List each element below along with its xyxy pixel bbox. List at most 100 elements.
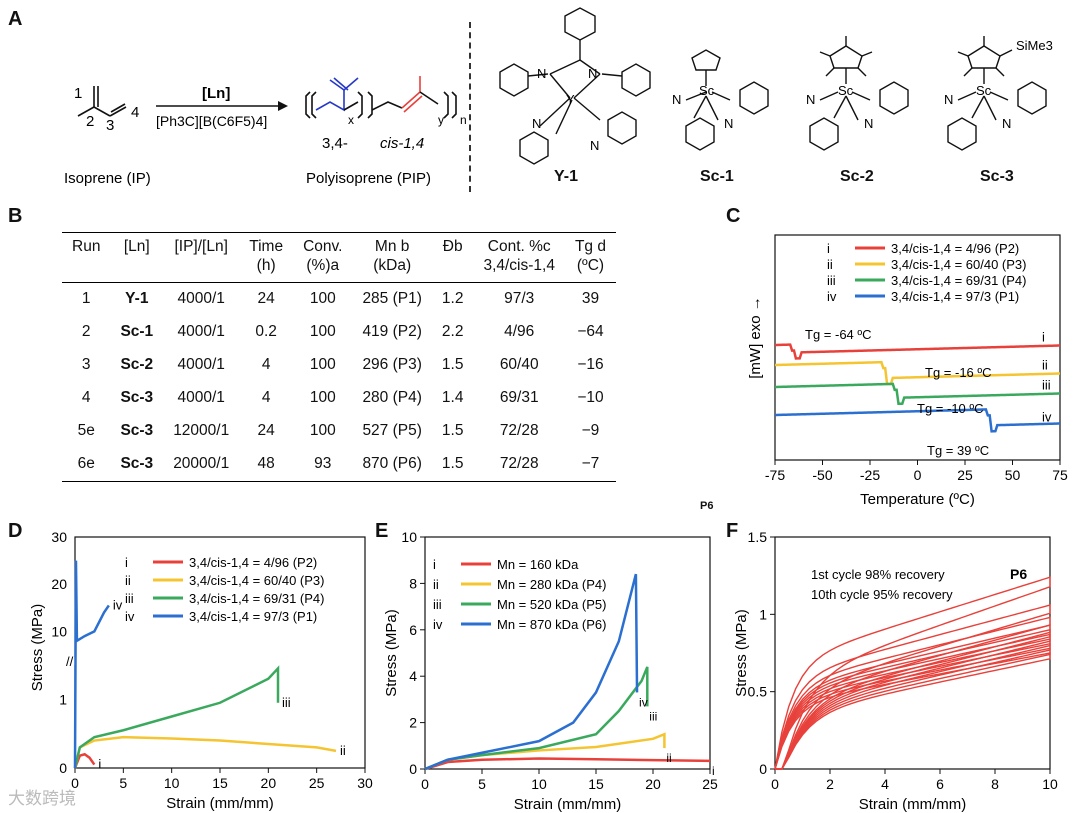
- x-tick-label: 5: [478, 776, 486, 792]
- col-ratio: [IP]/[Ln]: [163, 232, 240, 283]
- curve-label: ii: [666, 751, 671, 765]
- y-tick-label: 2: [409, 715, 417, 731]
- x-tick-label: 15: [212, 775, 228, 791]
- table-cell: 24: [257, 422, 275, 440]
- legend-label: Mn = 520 kDa (P5): [497, 597, 606, 612]
- table-cell: 4: [261, 389, 271, 407]
- monomer-num-4: 4: [131, 104, 139, 121]
- atom-n-sc2a: N: [806, 92, 815, 107]
- atom-sc-2: Sc: [838, 83, 854, 98]
- x-tick-label: 0: [914, 467, 922, 483]
- table-cell: 419 (P2): [362, 323, 422, 341]
- table-cell: Sc-2: [120, 356, 154, 374]
- table-row: 6e Sc-3 20000/1 48 93 870 (P6) 1.5 72/28 −7: [62, 447, 616, 482]
- legend-label: 3,4/cis-1,4 = 60/40 (P3): [189, 573, 325, 588]
- table-cell: 93: [293, 447, 353, 482]
- complex-label-sc3: Sc-3: [980, 168, 1014, 185]
- stress-curve: [424, 666, 649, 771]
- table-cell: 100: [309, 323, 336, 341]
- table-cell: 4000/1: [177, 356, 225, 374]
- curve-label: ii: [340, 743, 346, 758]
- table-cell: 100: [309, 389, 336, 407]
- cycle-curve: [774, 652, 1051, 770]
- table-body: 1 Y-1 4000/1 24 100 285 (P1) 1.2 97/3 39 2 Sc-1 400…: [62, 282, 616, 482]
- x-tick-label: 25: [702, 776, 718, 792]
- tg-annotation: Tg = -16 ºC: [925, 365, 992, 380]
- table-cell: 6e: [62, 447, 111, 482]
- table-cell: Sc-3: [120, 422, 154, 440]
- legend-label: Mn = 280 kDa (P4): [497, 577, 606, 592]
- x-tick-label: 0: [771, 776, 779, 792]
- legend-key: i: [125, 555, 128, 570]
- atom-n-y1d: N: [590, 138, 599, 153]
- table-cell: 1.5: [441, 422, 464, 440]
- table-cell: −7: [564, 447, 616, 482]
- atom-n-sc1b: N: [724, 116, 733, 131]
- sub-x: x: [348, 113, 354, 127]
- table-cell: −9: [581, 422, 600, 440]
- table-row: 2 Sc-1 4000/1 0.2 100 419 (P2) 2.2 4/96 −64: [62, 316, 616, 349]
- legend-key: ii: [125, 573, 131, 588]
- legend-label: 3,4/cis-1,4 = 4/96 (P2): [189, 555, 317, 570]
- stress-curve: [73, 665, 280, 769]
- chart-cyclic: 0 2 4 6 8 10 0 0.5 1 1.5 Strain (mm/mm) Stress (MPa…: [733, 529, 1058, 813]
- table-cell: 4000/1: [177, 389, 225, 407]
- sample-tag: P6: [1010, 566, 1027, 582]
- y-tick-label: 20: [51, 576, 67, 592]
- atom-sc-3: Sc: [976, 83, 992, 98]
- watermark: 大数跨境: [8, 789, 76, 808]
- atom-sime3: SiMe3: [1016, 38, 1053, 53]
- legend-label: 3,4/cis-1,4 = 4/96 (P2): [891, 241, 1019, 256]
- table-row: 3 Sc-2 4000/1 4 100 296 (P3) 1.5 60/40 −16: [62, 349, 616, 382]
- curve-label: i: [1042, 330, 1045, 345]
- tg-annotation: Tg = 39 ºC: [927, 443, 989, 458]
- y-tick-label: 0.5: [748, 684, 768, 700]
- table-cell: 20000/1: [163, 447, 240, 482]
- complex-sc1-structure: [685, 49, 769, 151]
- monomer-num-2: 2: [86, 113, 94, 130]
- complex-y1-structure: [499, 7, 651, 165]
- curve-label: i: [98, 757, 101, 772]
- table-cell: 285 (P1): [362, 290, 422, 308]
- unit-cis-label: cis-1,4: [380, 135, 424, 152]
- table-cell: 97/3: [504, 290, 535, 308]
- x-tick-label: 25: [957, 467, 973, 483]
- legend-key: iv: [125, 609, 135, 624]
- table-cell: 4/96: [504, 323, 535, 341]
- complex-sc2-structure: [809, 36, 909, 151]
- table-cell: 69/31: [499, 389, 539, 407]
- table-cell: 72/28: [499, 422, 539, 440]
- sub-y: y: [438, 113, 444, 127]
- table-cell: 870 (P6): [352, 447, 432, 482]
- table-header-row: Run [Ln] [IP]/[Ln] Time (h) Conv. (%)a M…: [62, 232, 616, 283]
- table-cell: Sc-1: [120, 323, 154, 341]
- atom-n-sc3a: N: [944, 92, 953, 107]
- x-tick-label: 15: [588, 776, 604, 792]
- x-axis-label: Strain (mm/mm): [514, 796, 622, 813]
- legend-label: 3,4/cis-1,4 = 60/40 (P3): [891, 257, 1027, 272]
- polymer-name: Polyisoprene (PIP): [306, 170, 431, 187]
- complex-label-sc2: Sc-2: [840, 168, 874, 185]
- x-tick-label: 30: [357, 775, 373, 791]
- table-cell: Sc-3: [120, 389, 154, 407]
- y-tick-label: 1: [59, 691, 67, 707]
- table-cell: 5e: [77, 422, 95, 440]
- panel-letter-a: A: [8, 8, 23, 30]
- chart-stress-strain-composition: // 0 5 10 15 20 25 30 0 1 10 20 30 Strain (mm/mm) Stre…: [29, 529, 373, 812]
- y-tick-label: 10: [401, 529, 417, 545]
- x-tick-label: 10: [164, 775, 180, 791]
- cycle-curve: [774, 616, 1051, 770]
- x-tick-label: -50: [812, 467, 832, 483]
- curve-label: iii: [282, 695, 291, 710]
- table-cell: 1.5: [431, 447, 474, 482]
- panel-letter-b: B: [8, 205, 23, 227]
- annotation: 10th cycle 95% recovery: [811, 587, 953, 602]
- table-cell: 100: [309, 422, 336, 440]
- col-run: Run: [62, 232, 111, 283]
- legend-label: 3,4/cis-1,4 = 97/3 (P1): [189, 609, 317, 624]
- legend-label: 3,4/cis-1,4 = 97/3 (P1): [891, 289, 1019, 304]
- cycle-curve: [774, 576, 1051, 770]
- chart-stress-strain-mn: 0 5 10 15 20 25 0 2 4 6 8 10 Strain (mm/mm) Stress (M…: [383, 529, 718, 813]
- table-cell: 1.2: [441, 290, 464, 308]
- isoprene-structure: [77, 86, 127, 117]
